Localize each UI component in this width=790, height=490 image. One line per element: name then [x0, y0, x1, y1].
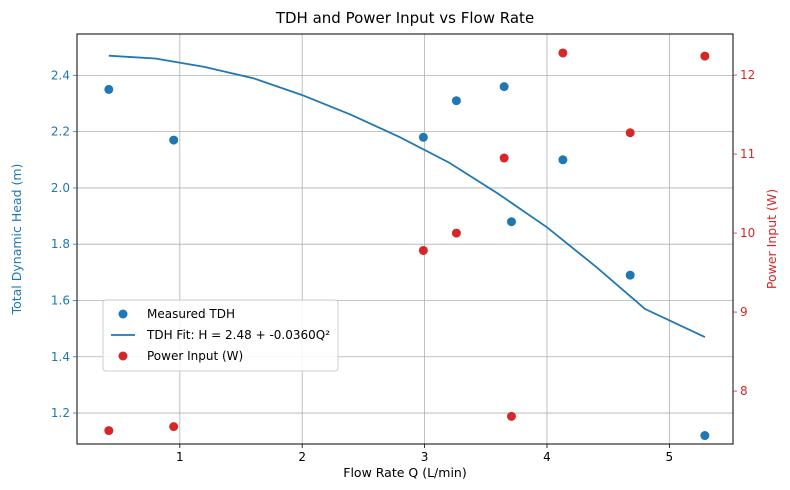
y-left-tick-label: 2.0 — [51, 181, 70, 195]
y-left-tick-label: 1.4 — [51, 350, 70, 364]
series-layer — [104, 48, 710, 441]
measured-tdh-point — [169, 135, 179, 145]
y-right-tick-label: 8 — [740, 384, 748, 398]
measured-tdh-point — [700, 431, 710, 441]
x-tick-label: 5 — [666, 450, 674, 464]
power-input-point — [506, 411, 516, 421]
legend-marker-measured-tdh — [118, 309, 128, 319]
power-input-point — [625, 128, 635, 138]
y-left-tick-label: 2.4 — [51, 68, 70, 82]
y-axis-left: 1.2 1.4 1.6 1.8 2.0 2.2 2.4 — [51, 68, 77, 420]
measured-tdh-point — [506, 217, 516, 227]
y-left-tick-label: 1.6 — [51, 293, 70, 307]
measured-tdh-point — [104, 84, 114, 94]
y-left-tick-label: 2.2 — [51, 125, 70, 139]
legend-label-tdh-fit: TDH Fit: H = 2.48 + -0.0360Q² — [146, 328, 330, 342]
power-input-point — [451, 228, 461, 238]
legend-label-power-input: Power Input (W) — [147, 349, 243, 363]
legend-box — [102, 299, 339, 372]
y-right-tick-label: 10 — [740, 226, 755, 240]
tdh-fit-line — [108, 54, 706, 338]
legend-label-measured-tdh: Measured TDH — [147, 307, 235, 321]
y-right-tick-label: 12 — [740, 68, 755, 82]
power-input-point — [104, 426, 114, 436]
plot-frame — [76, 33, 734, 445]
y-axis-right-label: Power Input (W) — [764, 189, 779, 289]
x-axis-label: Flow Rate Q (L/min) — [343, 465, 466, 480]
x-axis: 1 2 3 4 5 — [176, 444, 673, 464]
x-tick-label: 4 — [543, 450, 551, 464]
measured-tdh-point — [499, 82, 509, 92]
measured-tdh-point — [625, 270, 635, 280]
measured-tdh-point — [558, 155, 568, 165]
power-input-point — [558, 48, 568, 58]
y-right-tick-label: 9 — [740, 305, 748, 319]
measured-tdh-point — [451, 96, 461, 106]
x-tick-label: 1 — [176, 450, 184, 464]
x-tick-label: 2 — [298, 450, 306, 464]
y-left-tick-label: 1.2 — [51, 406, 70, 420]
measured-tdh-point — [418, 132, 428, 142]
power-input-point — [418, 245, 428, 255]
y-axis-right: 8 9 10 11 12 — [733, 68, 755, 398]
legend-marker-power-input — [118, 351, 128, 361]
chart-title: TDH and Power Input vs Flow Rate — [275, 9, 534, 27]
legend: Measured TDH TDH Fit: H = 2.48 + -0.0360… — [102, 299, 339, 372]
y-left-tick-label: 1.8 — [51, 237, 70, 251]
y-axis-left-label: Total Dynamic Head (m) — [9, 164, 24, 316]
grid-lines — [77, 34, 733, 444]
power-input-point — [499, 153, 509, 163]
y-right-tick-label: 11 — [740, 147, 755, 161]
x-tick-label: 3 — [421, 450, 429, 464]
power-input-point — [700, 51, 710, 61]
power-input-point — [169, 422, 179, 432]
